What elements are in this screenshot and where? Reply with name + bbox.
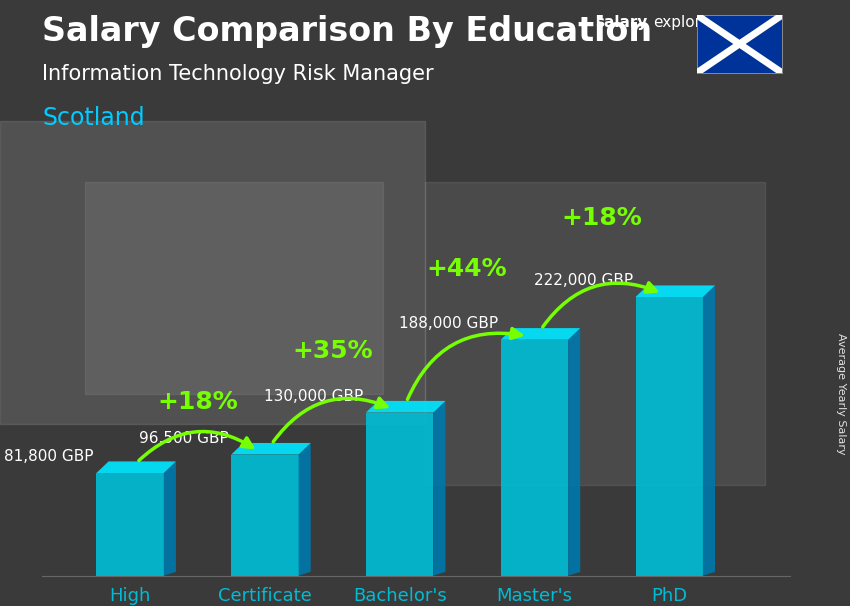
Text: 130,000 GBP: 130,000 GBP bbox=[264, 388, 363, 404]
Text: Information Technology Risk Manager: Information Technology Risk Manager bbox=[42, 64, 434, 84]
Text: 222,000 GBP: 222,000 GBP bbox=[534, 273, 632, 288]
Bar bbox=[85, 182, 382, 394]
Text: +18%: +18% bbox=[562, 206, 643, 230]
Polygon shape bbox=[164, 461, 176, 576]
Text: explorer: explorer bbox=[653, 15, 717, 30]
Text: Scotland: Scotland bbox=[42, 106, 145, 130]
Polygon shape bbox=[501, 328, 581, 340]
Polygon shape bbox=[636, 285, 715, 297]
Text: 96,500 GBP: 96,500 GBP bbox=[139, 431, 229, 446]
Text: +44%: +44% bbox=[427, 258, 507, 281]
Polygon shape bbox=[366, 401, 445, 413]
Polygon shape bbox=[366, 413, 434, 576]
Text: +35%: +35% bbox=[292, 339, 372, 363]
Polygon shape bbox=[96, 473, 164, 576]
Polygon shape bbox=[703, 285, 715, 576]
Polygon shape bbox=[568, 328, 581, 576]
Polygon shape bbox=[298, 443, 311, 576]
Polygon shape bbox=[231, 443, 311, 454]
Text: 81,800 GBP: 81,800 GBP bbox=[4, 449, 94, 464]
Polygon shape bbox=[636, 297, 703, 576]
Text: Salary Comparison By Education: Salary Comparison By Education bbox=[42, 15, 653, 48]
Polygon shape bbox=[96, 461, 176, 473]
Bar bbox=[425, 182, 765, 485]
Bar bbox=[0, 121, 425, 424]
Text: +18%: +18% bbox=[157, 390, 238, 414]
Text: 188,000 GBP: 188,000 GBP bbox=[399, 316, 498, 331]
Text: Average Yearly Salary: Average Yearly Salary bbox=[836, 333, 846, 454]
Text: .com: .com bbox=[715, 15, 756, 30]
Text: salary: salary bbox=[595, 15, 648, 30]
Polygon shape bbox=[501, 340, 568, 576]
Polygon shape bbox=[434, 401, 445, 576]
Polygon shape bbox=[231, 454, 298, 576]
